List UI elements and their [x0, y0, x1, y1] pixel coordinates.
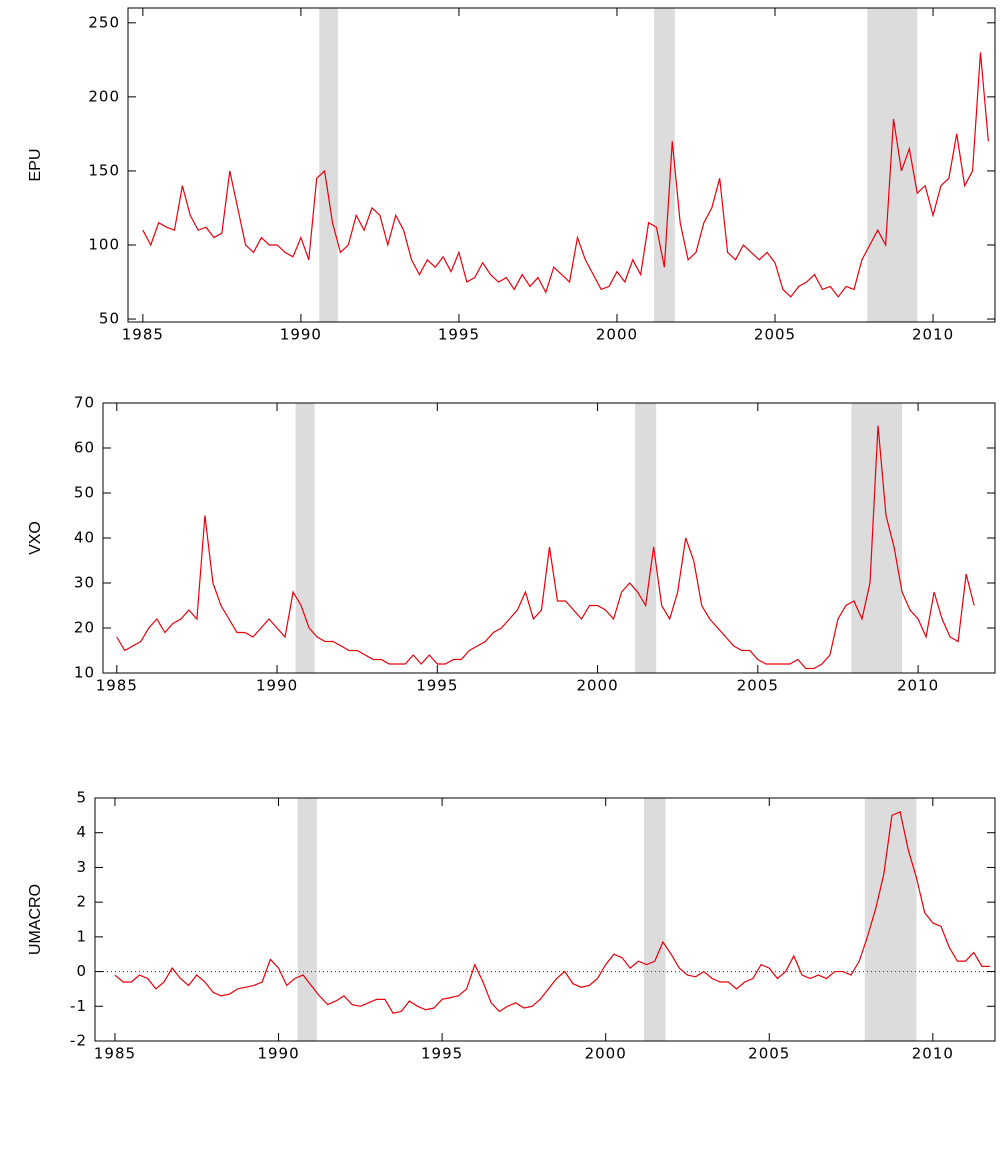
- y-tick-label: 3: [76, 858, 87, 876]
- recession-shade: [643, 798, 666, 1041]
- y-tick-label: 50: [99, 310, 120, 328]
- x-tick-label: 1995: [416, 677, 458, 695]
- x-tick-label: 2000: [576, 677, 618, 695]
- x-tick-label: 1985: [96, 677, 138, 695]
- y-tick-label: 1: [76, 927, 87, 945]
- y-axis-label: UMACRO: [27, 884, 44, 955]
- y-tick-label: 4: [76, 823, 87, 841]
- y-tick-label: 70: [74, 394, 95, 412]
- x-tick-label: 2010: [912, 326, 954, 344]
- y-tick-label: 0: [76, 962, 87, 980]
- data-line: [116, 425, 975, 670]
- recession-shade: [653, 8, 675, 322]
- x-tick-label: 2005: [754, 326, 796, 344]
- recession-shade: [297, 798, 317, 1041]
- y-tick-label: 2: [76, 893, 87, 911]
- x-tick-label: 2010: [897, 677, 939, 695]
- x-tick-label: 1985: [94, 1045, 136, 1063]
- recession-shade: [635, 403, 657, 673]
- y-tick-label: 5: [76, 789, 87, 807]
- y-tick-label: 60: [74, 439, 95, 457]
- y-tick-label: 250: [88, 13, 120, 31]
- y-tick-label: 10: [74, 664, 95, 682]
- y-axis-label: EPU: [27, 149, 44, 182]
- x-tick-label: 1990: [256, 677, 298, 695]
- recession-shade: [295, 403, 315, 673]
- data-line: [142, 52, 989, 298]
- plot-frame: [127, 7, 996, 323]
- y-tick-label: 20: [74, 619, 95, 637]
- y-tick-label: -2: [70, 1032, 87, 1050]
- x-tick-label: 2005: [748, 1045, 790, 1063]
- recession-shade: [319, 8, 338, 322]
- y-tick-label: 150: [88, 161, 120, 179]
- plot-frame: [94, 797, 996, 1042]
- y-tick-label: 100: [88, 235, 120, 253]
- x-tick-label: 1985: [122, 326, 164, 344]
- y-axis-label: VXO: [27, 521, 44, 555]
- y-tick-label: 30: [74, 574, 95, 592]
- x-tick-label: 1990: [257, 1045, 299, 1063]
- y-tick-label: -1: [70, 997, 87, 1015]
- x-tick-label: 2005: [737, 677, 779, 695]
- recession-shade: [867, 8, 918, 322]
- x-tick-label: 1990: [280, 326, 322, 344]
- data-line: [114, 811, 991, 1014]
- x-tick-label: 2000: [585, 1045, 627, 1063]
- y-tick-label: 50: [74, 484, 95, 502]
- x-tick-label: 1995: [438, 326, 480, 344]
- x-tick-label: 1995: [421, 1045, 463, 1063]
- x-tick-label: 2010: [912, 1045, 954, 1063]
- y-tick-label: 200: [88, 87, 120, 105]
- x-tick-label: 2000: [596, 326, 638, 344]
- y-tick-label: 40: [74, 529, 95, 547]
- recession-shade: [864, 798, 917, 1041]
